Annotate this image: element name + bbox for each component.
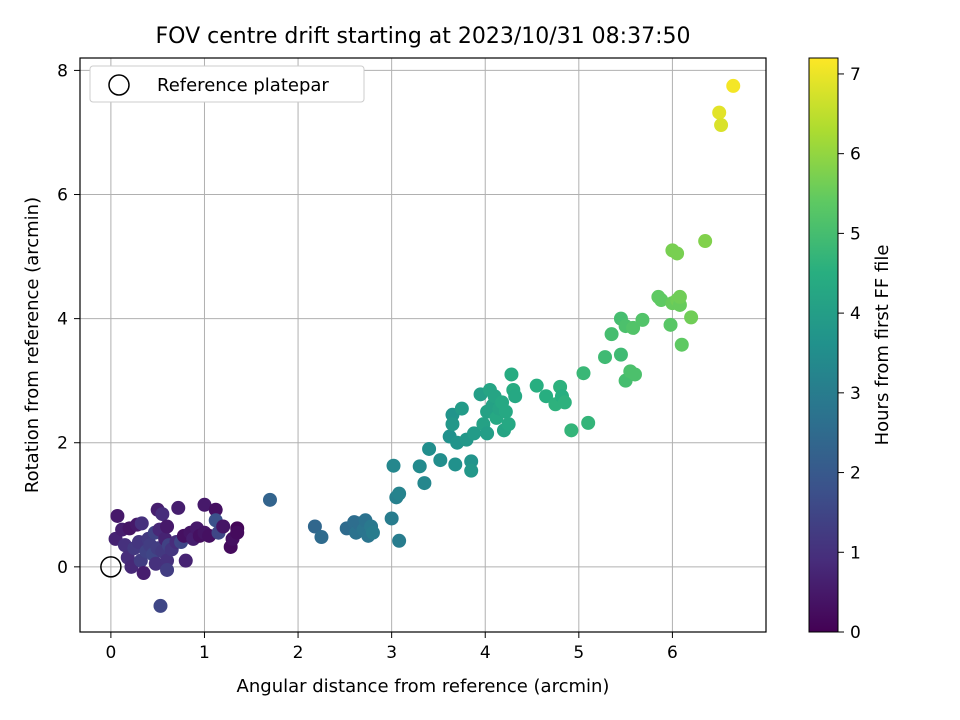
y-axis: 0 2 4 6 8 [57, 61, 80, 577]
data-point [558, 395, 572, 409]
data-point [614, 348, 628, 362]
data-point [135, 516, 149, 530]
colorbar-ticks: 0 1 2 3 4 5 6 7 [838, 65, 861, 643]
x-tick-label: 4 [480, 643, 491, 663]
data-point [230, 526, 244, 540]
colorbar-tick-label: 1 [850, 543, 861, 563]
colorbar-tick-label: 7 [850, 65, 861, 85]
data-point [392, 534, 406, 548]
colorbar-tick-label: 2 [850, 464, 861, 484]
legend: Reference platepar [90, 66, 364, 102]
data-point [179, 554, 193, 568]
data-point [670, 246, 684, 260]
chart-title: FOV centre drift starting at 2023/10/31 … [156, 24, 691, 49]
colorbar-tick-label: 6 [850, 145, 861, 165]
colorbar-label: Hours from first FF file [872, 245, 893, 446]
x-axis-label: Angular distance from reference (arcmin) [237, 676, 610, 697]
data-points [109, 79, 741, 613]
y-tick-label: 2 [57, 434, 68, 454]
data-point [464, 464, 478, 478]
data-point [673, 290, 687, 304]
colorbar: 0 1 2 3 4 5 6 7 Hours from first FF file [809, 58, 893, 643]
y-tick-label: 6 [57, 186, 68, 206]
data-point [664, 318, 678, 332]
data-point [714, 118, 728, 132]
x-tick-label: 0 [105, 643, 116, 663]
data-point [455, 402, 469, 416]
data-point [712, 106, 726, 120]
data-point [110, 509, 124, 523]
data-point [564, 423, 578, 437]
data-point [530, 379, 544, 393]
data-point [581, 416, 595, 430]
data-point [392, 487, 406, 501]
data-point [433, 453, 447, 467]
y-tick-label: 4 [57, 310, 68, 330]
data-point [448, 457, 462, 471]
data-point [385, 511, 399, 525]
data-point [502, 417, 516, 431]
data-point [508, 389, 522, 403]
data-point [160, 563, 174, 577]
data-point [314, 530, 328, 544]
data-point [216, 520, 230, 534]
x-tick-label: 2 [293, 643, 304, 663]
y-axis-label: Rotation from reference (arcmin) [22, 197, 43, 493]
legend-entry-reference: Reference platepar [157, 75, 329, 96]
data-point [153, 599, 167, 613]
data-point [155, 507, 169, 521]
y-tick-label: 8 [57, 61, 68, 81]
data-point [366, 526, 380, 540]
data-point [726, 79, 740, 93]
data-point [263, 493, 277, 507]
data-point [684, 310, 698, 324]
data-point [137, 566, 151, 580]
data-point [417, 476, 431, 490]
data-point [480, 426, 494, 440]
colorbar-tick-label: 4 [850, 304, 861, 324]
data-point [499, 405, 513, 419]
colorbar-gradient [809, 58, 838, 632]
data-point [171, 501, 185, 515]
x-tick-label: 5 [573, 643, 584, 663]
data-point [598, 350, 612, 364]
data-point [504, 367, 518, 381]
data-point [160, 520, 174, 534]
x-tick-label: 6 [667, 643, 678, 663]
data-point [387, 459, 401, 473]
colorbar-tick-label: 5 [850, 224, 861, 244]
x-tick-label: 1 [199, 643, 210, 663]
data-point [605, 327, 619, 341]
y-tick-label: 0 [57, 558, 68, 578]
colorbar-tick-label: 3 [850, 384, 861, 404]
data-point [698, 234, 712, 248]
data-point [675, 338, 689, 352]
colorbar-tick-label: 0 [850, 623, 861, 643]
data-point [577, 366, 591, 380]
data-point [422, 442, 436, 456]
data-point [445, 417, 459, 431]
data-point [413, 459, 427, 473]
data-point [628, 367, 642, 381]
data-point [635, 313, 649, 327]
x-tick-label: 3 [386, 643, 397, 663]
x-axis: 0 1 2 3 4 5 6 [105, 632, 677, 663]
